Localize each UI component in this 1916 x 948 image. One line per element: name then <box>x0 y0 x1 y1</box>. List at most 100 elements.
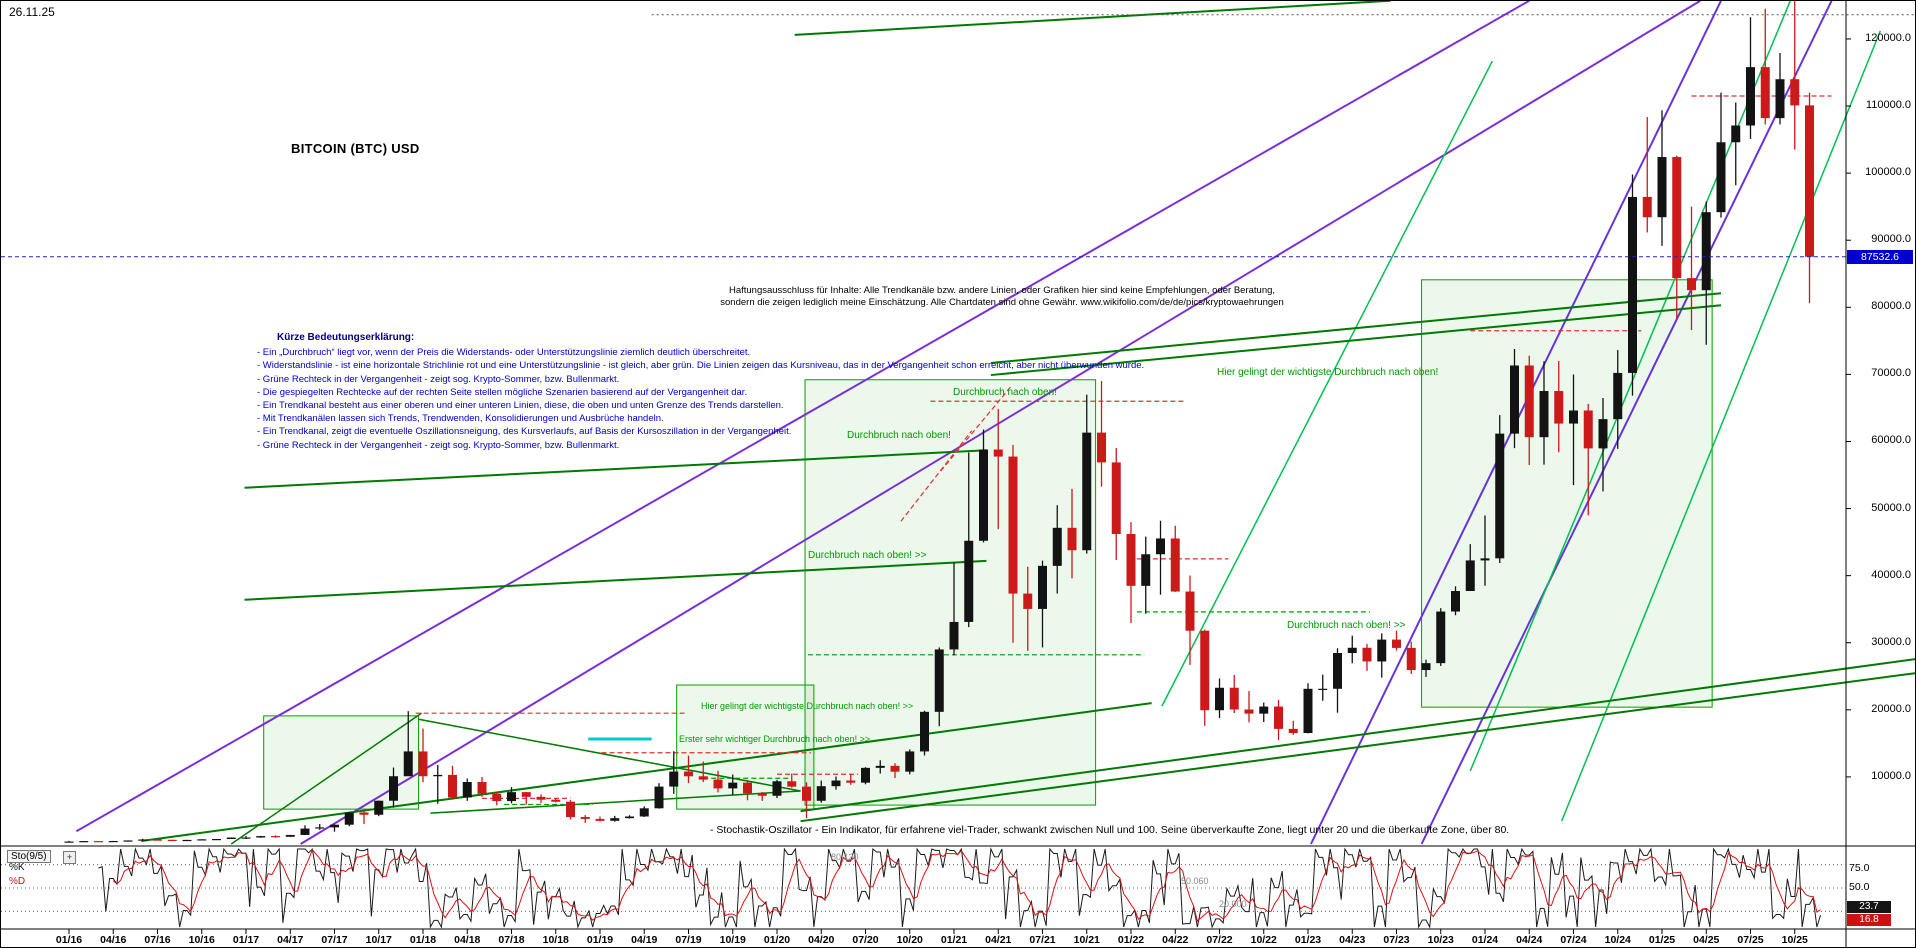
month-tick-label: 07/20 <box>852 934 879 946</box>
candle-body <box>1790 79 1800 106</box>
candle-body <box>477 782 487 794</box>
month-tick-label: 10/20 <box>896 934 923 946</box>
candle-body <box>1598 419 1608 449</box>
trend-line <box>244 449 987 489</box>
month-tick-label: 07/19 <box>675 934 702 946</box>
month-tick-label: 04/23 <box>1339 934 1366 946</box>
trend-line <box>900 430 973 522</box>
trend-line <box>300 1 1701 845</box>
price-tick-label: 60000.0 <box>1871 434 1911 447</box>
candle-body <box>271 836 280 838</box>
month-tick-label: 04/20 <box>808 934 835 946</box>
candle-body <box>300 828 310 835</box>
month-tick-label: 10/17 <box>365 934 392 946</box>
candle-body <box>418 751 428 777</box>
krypto-sommer-rect <box>804 379 1097 806</box>
price-tick-label: 40000.0 <box>1871 568 1911 581</box>
candle-body <box>757 793 767 796</box>
candle-body <box>1215 687 1224 711</box>
candle-body <box>1805 105 1814 257</box>
candle-body <box>167 839 177 842</box>
month-tick-label: 04/17 <box>277 934 304 946</box>
trend-line <box>800 658 1915 813</box>
candle-body <box>389 776 398 801</box>
candle-body <box>580 817 590 819</box>
legend-title: Kürze Bedeutungserklärung: <box>277 332 415 343</box>
candle-body <box>212 839 221 841</box>
disclaimer: Haftungsausschluss für Inhalte: Alle Tre… <box>597 285 1407 309</box>
candle-body <box>1628 196 1637 373</box>
candle-body <box>433 774 443 777</box>
candle-body <box>993 449 1003 457</box>
month-tick-label: 04/16 <box>100 934 127 946</box>
candle-body <box>654 786 664 809</box>
breakout-annotation: Durchbruch nach oben! <box>847 430 951 441</box>
stochastic-indicator-label[interactable]: Sto(9/5) <box>7 850 51 863</box>
candle-body <box>1259 706 1269 714</box>
candle-body <box>949 621 959 650</box>
candle-body <box>669 771 679 787</box>
candle-body <box>1510 365 1519 434</box>
candle-body <box>507 792 516 802</box>
month-tick-label: 10/18 <box>542 934 569 946</box>
legend-item: - Die gespiegelten Rechtecke auf der rec… <box>257 386 748 398</box>
month-tick-label: 07/17 <box>321 934 348 946</box>
candle-body <box>462 782 472 798</box>
candle-body <box>1274 706 1283 729</box>
candle-body <box>403 751 413 777</box>
candle-body <box>639 808 649 817</box>
candle-body <box>1200 630 1210 711</box>
price-tick-label: 90000.0 <box>1871 233 1911 246</box>
month-tick-label: 10/22 <box>1250 934 1277 946</box>
breakout-annotation: Hier gelingt der wichtigste Durchbruch n… <box>1217 367 1439 378</box>
percent-d-label: %D <box>9 876 26 887</box>
candle-body <box>1023 593 1033 609</box>
month-tick-label: 01/18 <box>409 934 437 946</box>
trend-line <box>1561 30 1881 822</box>
month-tick-label: 10/24 <box>1604 934 1631 946</box>
trend-line <box>1420 1 1833 845</box>
candle-body <box>1569 410 1578 424</box>
krypto-sommer-rect <box>1421 279 1713 708</box>
candle-body <box>698 776 708 780</box>
candle-body <box>1760 67 1770 119</box>
trend-line <box>940 385 1012 472</box>
candle-body <box>1406 647 1416 671</box>
candle-body <box>625 816 634 819</box>
candle-body <box>1067 527 1077 551</box>
month-tick-label: 04/21 <box>985 934 1012 946</box>
candle-body <box>1082 432 1092 551</box>
candle-body <box>226 837 236 840</box>
trend-line <box>800 672 1915 823</box>
candle-body <box>344 812 354 825</box>
candle-body <box>861 767 870 783</box>
candle-body <box>1539 391 1549 438</box>
candle-body <box>1097 432 1106 463</box>
expand-icon[interactable]: + <box>63 851 76 864</box>
month-tick-label: 01/21 <box>940 934 968 946</box>
price-tick-label: 10000.0 <box>1871 769 1911 782</box>
candle-body <box>330 824 339 828</box>
month-tick-label: 01/24 <box>1471 934 1499 946</box>
stochastic-d-line <box>112 848 1821 922</box>
candle-body <box>1156 538 1165 555</box>
month-tick-label: 10/21 <box>1073 934 1100 946</box>
date-label: 26.11.25 <box>9 5 55 19</box>
candle-body <box>1333 653 1342 689</box>
price-tick-label: 50000.0 <box>1871 501 1911 514</box>
candle-body <box>595 818 605 821</box>
legend-item: - Widerstandslinie - ist eine horizontal… <box>257 360 1145 372</box>
candle-body <box>1716 142 1726 213</box>
price-tick-label: 110000.0 <box>1865 99 1911 112</box>
candle-body <box>1451 591 1460 612</box>
candle-body <box>1362 647 1372 662</box>
month-tick-label: 10/23 <box>1427 934 1454 946</box>
oscillator-tick-label: 75.0 <box>1849 861 1870 874</box>
candle-body <box>138 839 148 841</box>
trend-line <box>75 1 1530 833</box>
disclaimer-line-1: Haftungsausschluss für Inhalte: Alle Tre… <box>728 285 1276 296</box>
candle-body <box>1672 157 1682 279</box>
candle-body <box>1583 410 1593 449</box>
